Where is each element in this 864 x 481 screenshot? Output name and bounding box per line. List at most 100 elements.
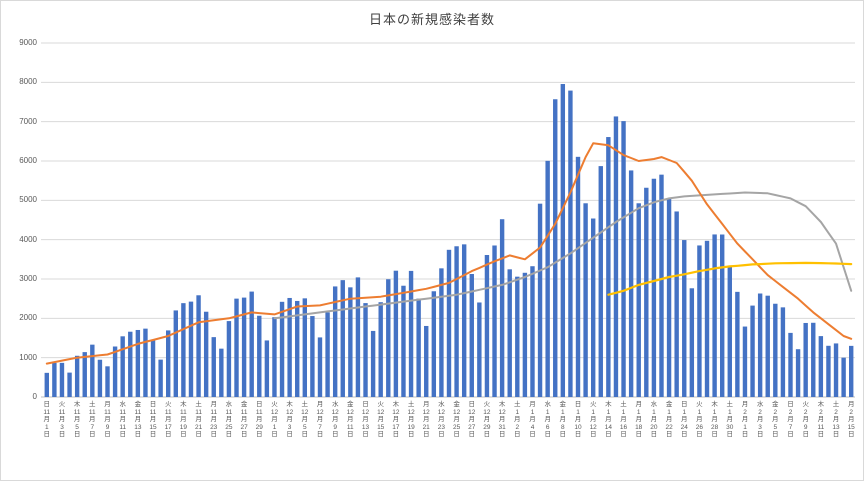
chart-title: 日本の新規感染者数 xyxy=(368,12,495,27)
x-axis-tick-label: 金 1 月 22 日 xyxy=(665,401,673,439)
bar xyxy=(401,285,406,397)
x-axis-tick-label: 火 11 月 3 日 xyxy=(58,401,66,439)
x-axis-tick-label: 金 11 月 13 日 xyxy=(134,401,142,439)
bar xyxy=(135,329,141,397)
x-axis-tick-label: 日 12 月 27 日 xyxy=(468,401,476,439)
gray-line xyxy=(273,191,853,320)
y-axis-tick-label: 3000 xyxy=(19,274,37,283)
bar xyxy=(628,170,634,397)
bar xyxy=(750,305,755,397)
bar xyxy=(484,255,490,397)
bar xyxy=(386,279,391,397)
bar xyxy=(811,322,816,397)
bar xyxy=(120,336,125,397)
bar xyxy=(226,321,232,397)
bar xyxy=(424,325,429,397)
y-axis-tick-label: 5000 xyxy=(19,195,37,205)
bar xyxy=(310,316,315,397)
x-axis-tick-label: 月 12 月 7 日 xyxy=(316,401,324,439)
bar xyxy=(241,297,247,397)
bar xyxy=(613,116,619,397)
x-axis-tick-label: 木 12 月 31 日 xyxy=(498,401,506,439)
bar xyxy=(295,300,300,397)
bar xyxy=(340,280,345,397)
bar xyxy=(52,362,57,397)
bar xyxy=(697,245,702,397)
bar xyxy=(757,293,763,397)
x-axis-tick-label: 火 1 月 12 日 xyxy=(589,401,597,439)
bar xyxy=(317,337,323,397)
bar xyxy=(833,343,839,397)
bar xyxy=(279,301,285,397)
x-axis-tick-label: 火 1 月 26 日 xyxy=(695,401,703,439)
x-axis-tick-label: 火 2 月 9 日 xyxy=(802,401,809,439)
x-axis-tick-label: 木 12 月 17 日 xyxy=(392,401,400,439)
bar xyxy=(439,268,444,397)
x-axis-tick-label: 木 1 月 14 日 xyxy=(604,401,612,439)
x-axis-tick-label: 火 12 月 15 日 xyxy=(377,401,385,439)
y-axis-tick-label: 4000 xyxy=(19,234,37,244)
bar xyxy=(74,355,80,397)
orange-line xyxy=(45,142,853,365)
x-axis-tick-label: 火 12 月 1 日 xyxy=(270,401,279,439)
bar xyxy=(363,303,368,397)
bar xyxy=(666,198,672,397)
bar xyxy=(545,160,550,397)
bar xyxy=(735,291,740,397)
bar xyxy=(712,234,717,397)
bar xyxy=(370,330,376,397)
bar xyxy=(196,295,201,397)
bar xyxy=(257,315,262,397)
x-axis-tick-label: 日 11 月 1 日 xyxy=(43,401,51,439)
bar xyxy=(636,203,641,397)
bar xyxy=(158,359,163,397)
bar xyxy=(477,302,482,397)
x-axis-tick-label: 月 2 月 1 日 xyxy=(741,401,749,439)
x-axis-tick-label: 日 1 月 10 日 xyxy=(574,401,582,439)
bar xyxy=(682,240,687,397)
x-axis-tick-label: 土 1 月 2 日 xyxy=(514,401,521,439)
bar xyxy=(849,345,854,397)
x-axis-tick-label: 日 11 月 29 日 xyxy=(255,401,263,439)
bar xyxy=(826,345,831,397)
bar xyxy=(287,297,292,397)
x-axis-tick-label: 水 1 月 6 日 xyxy=(544,401,551,439)
x-axis-tick-label: 水 12 月 23 日 xyxy=(437,401,445,439)
x-axis-tick-label: 木 12 月 3 日 xyxy=(285,401,294,439)
x-axis-tick-label: 木 2 月 11 日 xyxy=(817,401,825,439)
bar xyxy=(173,310,178,397)
bar xyxy=(727,265,732,397)
bar xyxy=(795,349,801,397)
bar xyxy=(105,366,110,397)
y-axis-tick-label: 8000 xyxy=(19,77,37,87)
bar xyxy=(598,166,603,397)
bar xyxy=(522,272,528,397)
x-axis-tick-label: 月 12 月 21 日 xyxy=(422,401,430,439)
x-axis-tick-label: 水 1 月 20 日 xyxy=(650,401,658,439)
bar xyxy=(150,340,156,397)
x-axis-tick-label: 水 11 月 25 日 xyxy=(225,401,233,439)
bar xyxy=(818,336,824,397)
x-axis-tick-label: 土 11 月 7 日 xyxy=(88,401,96,439)
x-axis-tick-label: 水 12 月 9 日 xyxy=(331,401,339,439)
x-axis-tick-label: 日 1 月 24 日 xyxy=(680,401,688,439)
x-axis-tick-label: 木 11 月 19 日 xyxy=(179,401,187,439)
bar xyxy=(82,352,87,397)
bar xyxy=(674,211,679,397)
bar xyxy=(461,244,467,397)
bar xyxy=(302,298,308,397)
bar xyxy=(325,312,330,397)
bar xyxy=(90,344,95,397)
bar xyxy=(166,330,171,397)
bar xyxy=(272,317,277,397)
x-axis-tick-label: 土 12 月 5 日 xyxy=(301,401,309,439)
bar xyxy=(507,269,512,397)
bar xyxy=(621,121,626,398)
bar xyxy=(606,137,611,398)
bar xyxy=(67,372,72,397)
bar xyxy=(59,362,65,397)
bar xyxy=(568,90,573,397)
bar xyxy=(44,372,49,397)
bar xyxy=(841,357,846,397)
